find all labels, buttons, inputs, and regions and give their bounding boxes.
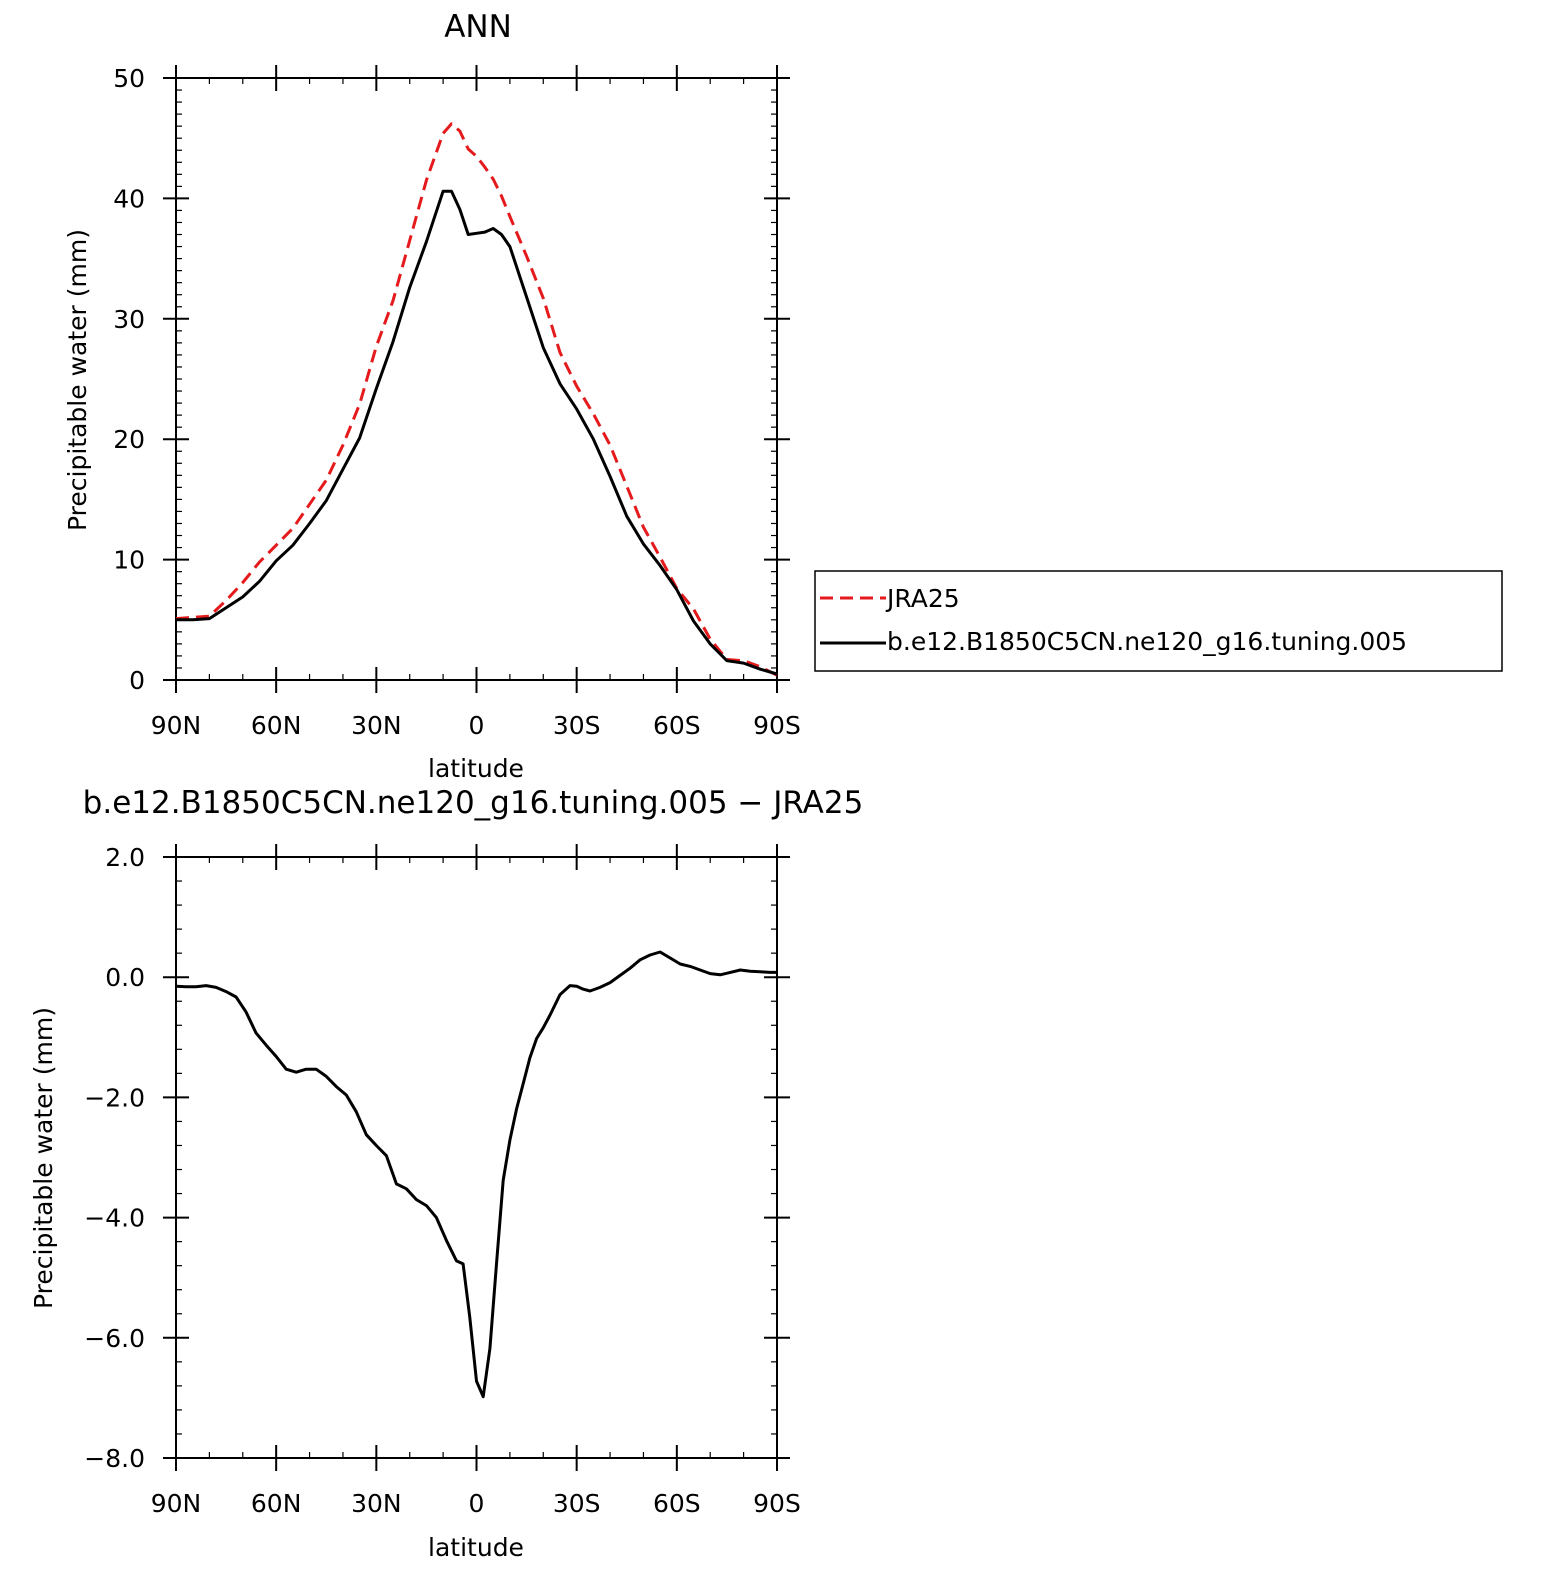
x-tick-label: 60N [251, 711, 302, 740]
legend: JRA25 b.e12.B1850C5CN.ne120_g16.tuning.0… [814, 570, 1503, 672]
chart-title: ANN [444, 9, 512, 45]
y-tick-label: 10 [113, 546, 145, 575]
x-tick-label: 90N [151, 711, 202, 740]
plot-area: 90N 60N 30N 0 30S 60S 90S 0 10 20 30 40 50 [113, 64, 801, 740]
plot-area: 90N 60N 30N 0 30S 60S 90S −8.0 −6.0 −4.0 −2.0 0.0 2.… [84, 843, 801, 1518]
x-tick-label: 0 [469, 1489, 485, 1518]
legend-label-model: b.e12.B1850C5CN.ne120_g16.tuning.005 [887, 627, 1407, 656]
y-tick-label: −6.0 [84, 1324, 145, 1353]
series-line-0 [175, 950, 777, 1399]
series-line-0 [175, 122, 778, 677]
x-tick-label: 60S [653, 711, 701, 740]
y-axis-label: Precipitable water (mm) [63, 229, 92, 531]
bottom-chart: b.e12.B1850C5CN.ne120_g16.tuning.005 − J… [29, 785, 863, 1562]
plot-frame [175, 77, 778, 681]
x-tick-label: 30N [351, 1489, 402, 1518]
x-tick-label: 60N [251, 1489, 302, 1518]
x-tick-label: 30S [553, 711, 601, 740]
y-axis-label: Precipitable water (mm) [29, 1007, 58, 1309]
y-tick-label: −8.0 [84, 1444, 145, 1473]
x-tick-label: 90N [151, 1489, 202, 1518]
chart-title: b.e12.B1850C5CN.ne120_g16.tuning.005 − J… [83, 785, 864, 821]
x-axis-label: latitude [428, 1533, 524, 1562]
x-axis-label: latitude [428, 754, 524, 783]
y-tick-label: 20 [113, 425, 145, 454]
y-tick-label: 50 [113, 64, 145, 93]
top-chart: ANN Precipitable water (mm) latitude 90N… [63, 9, 1503, 783]
y-tick-label: −2.0 [84, 1083, 145, 1112]
x-tick-label: 90S [753, 711, 801, 740]
y-tick-label: 40 [113, 184, 145, 213]
x-tick-label: 60S [653, 1489, 701, 1518]
x-tick-label: 90S [753, 1489, 801, 1518]
y-tick-label: 30 [113, 305, 145, 334]
x-tick-label: 30N [351, 711, 402, 740]
y-tick-label: 0.0 [105, 963, 145, 992]
legend-label-jra25: JRA25 [885, 584, 960, 613]
y-tick-label: −4.0 [84, 1204, 145, 1233]
legend-box [814, 570, 1503, 672]
x-tick-label: 30S [553, 1489, 601, 1518]
y-tick-label: 0 [129, 666, 145, 695]
y-tick-label: 2.0 [105, 843, 145, 872]
x-tick-label: 0 [469, 711, 485, 740]
series-line-1 [176, 189, 778, 676]
